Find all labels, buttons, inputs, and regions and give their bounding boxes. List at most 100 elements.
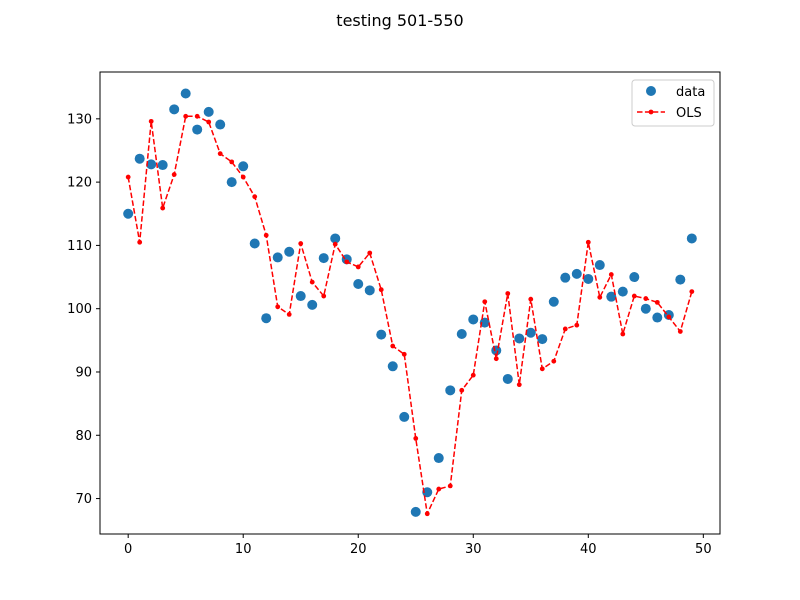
ols-point — [321, 293, 327, 299]
x-tick-label: 30 — [465, 542, 482, 557]
ols-point — [528, 296, 534, 302]
legend-data-marker — [646, 86, 656, 96]
data-point — [456, 329, 467, 340]
axes-frame — [99, 71, 721, 535]
ols-point — [309, 279, 315, 285]
ols-point — [286, 311, 292, 317]
ols-point — [137, 239, 143, 245]
data-point — [272, 252, 283, 263]
ols-point — [597, 294, 603, 300]
ols-point — [298, 241, 304, 246]
data-point — [652, 312, 663, 323]
ols-point — [436, 486, 442, 492]
ols-point — [160, 205, 166, 211]
data-point — [226, 177, 237, 188]
data-point — [629, 272, 640, 283]
ols-point — [217, 151, 223, 157]
ols-point — [148, 118, 154, 124]
legend-data-label: data — [676, 85, 705, 100]
data-point — [617, 286, 628, 297]
ols-point — [263, 232, 269, 238]
data-point — [640, 303, 651, 314]
ols-point — [539, 366, 545, 372]
data-point — [295, 291, 306, 302]
data-point — [203, 106, 214, 117]
y-tick-label: 110 — [67, 239, 92, 254]
ols-point — [482, 299, 488, 305]
ols-point — [470, 372, 476, 378]
y-tick-label: 80 — [75, 429, 92, 444]
ols-point — [677, 329, 683, 334]
ols-point — [171, 172, 177, 177]
x-tick-label: 40 — [580, 542, 597, 557]
data-point — [307, 299, 318, 310]
legend-ols-marker — [648, 109, 654, 115]
data-point — [514, 333, 525, 344]
data-point — [548, 296, 559, 307]
legend: data OLS — [631, 79, 715, 127]
data-point — [410, 506, 421, 517]
ols-point — [252, 194, 258, 200]
data-point — [468, 314, 479, 325]
ols-point — [390, 343, 396, 349]
data-point — [353, 279, 364, 290]
ols-point — [125, 174, 131, 180]
ols-point — [367, 250, 373, 256]
data-point — [134, 153, 145, 164]
ols-point — [229, 159, 235, 165]
legend-ols-label: OLS — [676, 106, 702, 121]
data-point — [376, 329, 387, 340]
plot-area — [123, 88, 697, 517]
data-point — [192, 124, 203, 135]
ols-point — [689, 289, 695, 295]
chart-title: testing 501-550 — [336, 11, 463, 30]
data-point — [491, 345, 502, 356]
data-point — [146, 159, 157, 170]
ols-point — [643, 296, 649, 301]
data-point — [606, 291, 617, 302]
data-point — [433, 453, 444, 464]
data-point — [537, 334, 548, 345]
ols-point — [516, 382, 522, 388]
data-point — [571, 268, 582, 279]
ols-point — [344, 259, 350, 265]
ols-point — [585, 239, 591, 245]
data-point — [387, 361, 398, 372]
axes: 0 10 20 30 40 50 70 80 90 100 110 120 130 — [67, 71, 721, 557]
data-point — [330, 233, 341, 244]
data-point — [215, 119, 226, 130]
data-point — [479, 317, 490, 328]
ols-point — [447, 483, 453, 489]
data-point — [261, 313, 272, 324]
ols-point — [194, 113, 200, 119]
data-point — [445, 385, 456, 396]
ols-point — [666, 314, 672, 320]
ols-point — [459, 387, 465, 393]
y-tick-label: 130 — [67, 112, 92, 127]
ols-point — [574, 322, 580, 328]
data-point — [364, 285, 375, 296]
y-tick-label: 100 — [67, 302, 92, 317]
x-tick-label: 10 — [235, 542, 252, 557]
data-point — [157, 160, 168, 171]
x-tick-label: 50 — [695, 542, 712, 557]
data-point — [502, 373, 513, 384]
ols-point — [240, 174, 246, 180]
ols-point — [355, 264, 361, 270]
ols-point — [424, 511, 430, 517]
data-point — [675, 274, 686, 285]
data-point — [594, 260, 605, 271]
data-point — [560, 272, 571, 283]
data-point — [583, 273, 594, 284]
data-point — [686, 233, 697, 244]
data-point — [422, 487, 433, 498]
ols-point — [378, 287, 384, 293]
ols-point — [413, 436, 419, 441]
y-tick-label: 120 — [67, 176, 92, 191]
ols-point — [332, 241, 338, 247]
ols-point — [493, 356, 499, 362]
ols-point — [206, 119, 212, 125]
x-tick-label: 20 — [350, 542, 367, 557]
data-point — [169, 104, 180, 115]
